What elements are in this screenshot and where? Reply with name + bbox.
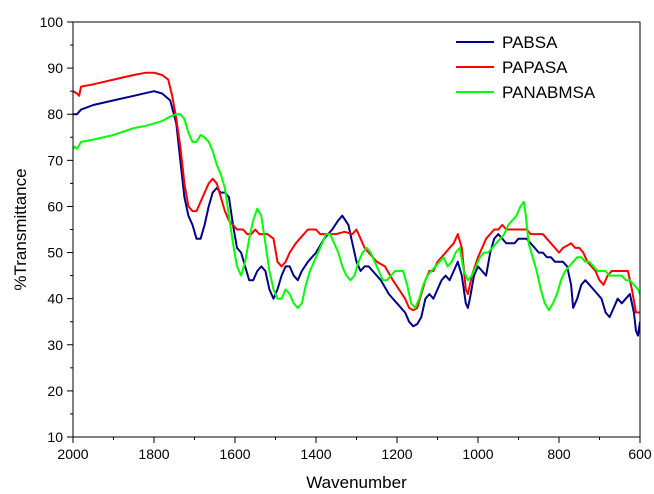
series-line-panabmsa — [73, 113, 640, 312]
y-tick-label: 50 — [47, 245, 63, 261]
legend-label-panabmsa: PANABMSA — [502, 83, 596, 102]
x-tick-label: 1000 — [462, 446, 493, 462]
x-axis-title: Wavenumber — [306, 473, 407, 492]
y-tick-label: 90 — [47, 60, 63, 76]
y-tick-label: 30 — [47, 337, 63, 353]
series-line-papasa — [73, 71, 640, 314]
x-tick-label: 1200 — [381, 446, 412, 462]
x-tick-label: 2000 — [57, 446, 88, 462]
y-axis-ticks: 10 20 30 40 50 60 70 80 90 100 — [40, 14, 73, 445]
y-tick-label: 20 — [47, 383, 63, 399]
y-tick-label: 60 — [47, 198, 63, 214]
y-tick-label: 10 — [47, 429, 63, 445]
x-tick-label: 1800 — [138, 446, 169, 462]
y-axis-title: %Transmittance — [11, 168, 30, 290]
y-tick-label: 80 — [47, 106, 63, 122]
x-tick-label: 1600 — [219, 446, 250, 462]
legend: PABSA PAPASA PANABMSA — [456, 33, 596, 102]
x-tick-label: 800 — [547, 446, 571, 462]
x-tick-label: 600 — [628, 446, 652, 462]
legend-label-pabsa: PABSA — [502, 33, 558, 52]
y-tick-label: 100 — [40, 14, 64, 30]
x-tick-label: 1400 — [300, 446, 331, 462]
y-tick-label: 70 — [47, 152, 63, 168]
x-axis-ticks: 2000 1800 1600 1400 1200 1000 800 600 — [57, 437, 652, 462]
legend-label-papasa: PAPASA — [502, 58, 568, 77]
plot-lines — [73, 71, 640, 337]
y-tick-label: 40 — [47, 291, 63, 307]
